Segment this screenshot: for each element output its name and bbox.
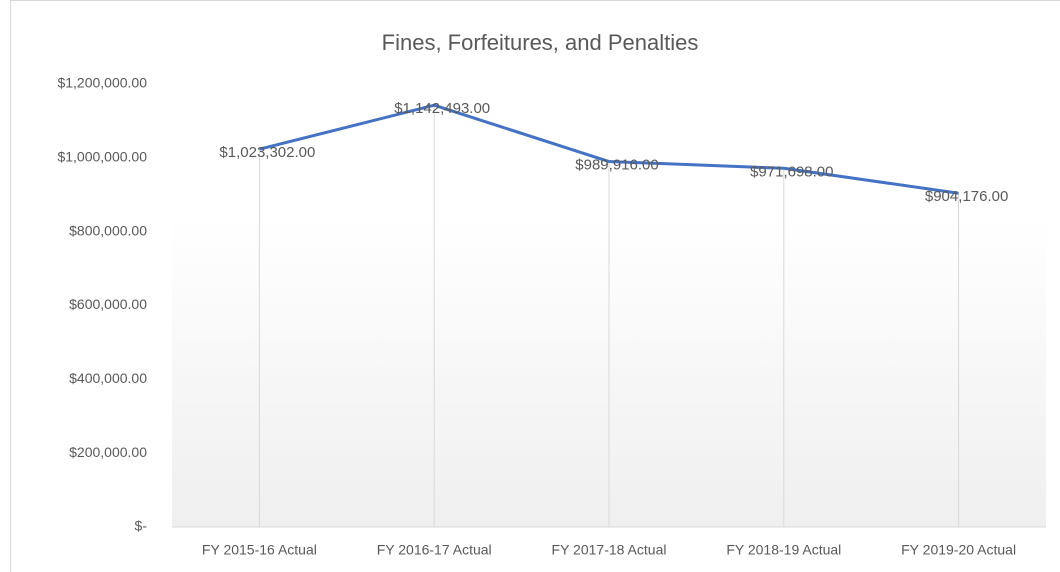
y-tick-label: $800,000.00 — [69, 222, 147, 238]
chart-title: Fines, Forfeitures, and Penalties — [382, 30, 699, 55]
y-tick-label: $600,000.00 — [69, 296, 147, 312]
x-tick-label: FY 2017-18 Actual — [552, 542, 667, 558]
x-tick-label: FY 2015-16 Actual — [202, 542, 317, 558]
x-tick-label: FY 2018-19 Actual — [726, 542, 841, 558]
y-tick-label: $1,200,000.00 — [57, 75, 147, 91]
y-tick-label: $1,000,000.00 — [57, 149, 147, 165]
x-tick-label: FY 2019-20 Actual — [901, 542, 1016, 558]
data-label: $1,142,493.00 — [394, 100, 490, 117]
data-line — [259, 103, 959, 195]
data-label: $1,023,302.00 — [219, 144, 315, 161]
data-label: $904,176.00 — [925, 188, 1008, 205]
data-label: $989,916.00 — [575, 157, 658, 174]
y-tick-label: $400,000.00 — [69, 370, 147, 386]
y-tick-label: $- — [135, 518, 148, 534]
data-label: $971,698.00 — [750, 163, 833, 180]
y-tick-label: $200,000.00 — [69, 444, 147, 460]
x-tick-label: FY 2016-17 Actual — [377, 542, 492, 558]
